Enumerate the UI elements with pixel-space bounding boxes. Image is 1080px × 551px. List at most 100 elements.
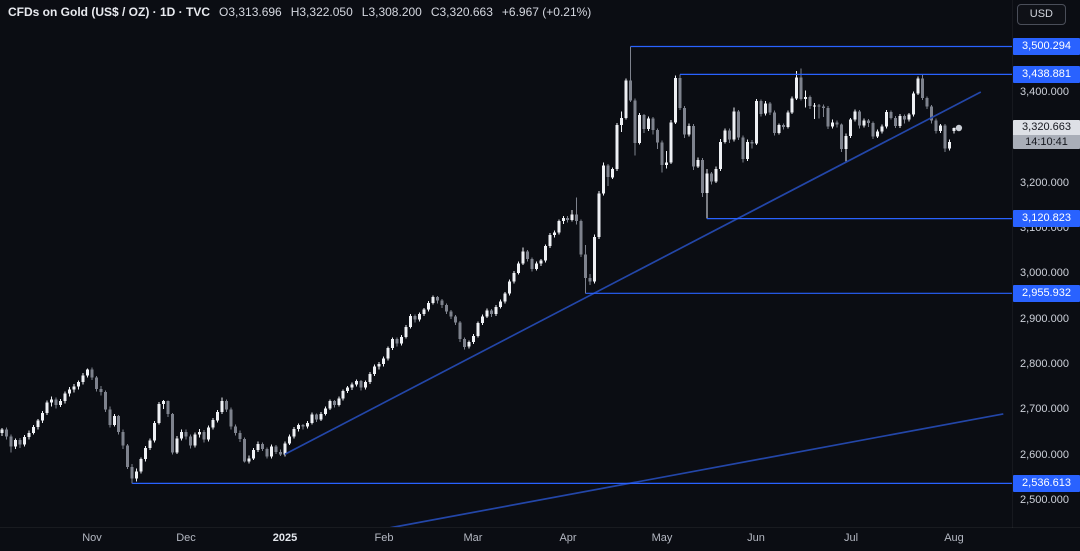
candle-body <box>54 399 58 405</box>
ohlc-close: C3,320.663 <box>430 5 493 19</box>
axis-tick-label: 2,600.000 <box>1020 449 1069 461</box>
candle-body <box>467 342 471 347</box>
candle-body <box>260 443 264 449</box>
candle-body <box>198 432 202 435</box>
candle-body <box>507 281 511 294</box>
currency-toggle-button[interactable]: USD <box>1016 4 1066 25</box>
candle-body <box>391 339 395 349</box>
candle-body <box>153 422 157 441</box>
candle-body <box>750 141 754 144</box>
candle-body <box>530 258 534 269</box>
candle-body <box>247 458 251 462</box>
last-price-badge[interactable]: 3,320.663 14:10:41 <box>1013 120 1080 149</box>
candle-body <box>445 305 448 312</box>
candle-body <box>121 432 125 446</box>
candle-body <box>489 310 493 315</box>
candle-body <box>916 78 920 94</box>
candle-body <box>570 214 574 220</box>
candle-body <box>840 124 844 150</box>
candle-body <box>404 326 408 337</box>
candle-body <box>745 141 749 160</box>
candle-body <box>579 221 583 255</box>
candle-body <box>683 107 686 135</box>
candle-body <box>795 77 799 99</box>
price-level-badge[interactable]: 2,536.613 <box>1013 475 1080 492</box>
bar-countdown: 14:10:41 <box>1013 135 1080 149</box>
candle-body <box>714 169 718 182</box>
symbol-title[interactable]: CFDs on Gold (US$ / OZ) · 1D · TVC <box>8 5 210 19</box>
candle-body <box>117 416 121 432</box>
price-level-badge[interactable]: 3,120.823 <box>1013 210 1080 227</box>
price-level-badge[interactable]: 3,438.881 <box>1013 66 1080 83</box>
trendline[interactable] <box>383 413 1004 530</box>
candle-body <box>629 80 633 101</box>
candle-body <box>638 115 642 143</box>
candle-body <box>350 384 354 388</box>
candle-body <box>269 446 273 457</box>
candle-body <box>494 306 498 315</box>
candle-body <box>449 311 453 317</box>
candle-body <box>790 98 794 113</box>
month-label: Dec <box>176 532 196 544</box>
candle-body <box>202 432 206 440</box>
candle-body <box>512 272 516 282</box>
candle-body <box>427 302 431 310</box>
candle-body <box>368 374 372 383</box>
candle-body <box>139 459 143 472</box>
candle-body <box>754 101 758 144</box>
candle-body <box>781 125 785 127</box>
candle-body <box>431 296 435 303</box>
candle-body <box>817 105 821 107</box>
candle-body <box>130 466 134 479</box>
candle-body <box>108 409 112 426</box>
candle-body <box>251 450 255 459</box>
candle-body <box>876 131 880 137</box>
candle-body <box>72 386 76 390</box>
candle-body <box>669 122 673 163</box>
trendline[interactable] <box>284 91 982 455</box>
time-axis[interactable]: Nov Dec 2025 Feb Mar Apr May Jun Jul Aug <box>0 527 1080 551</box>
month-label: 2025 <box>272 532 298 544</box>
price-level-badge[interactable]: 3,500.294 <box>1013 38 1080 55</box>
candle-body <box>799 77 803 99</box>
candle-body <box>364 382 368 388</box>
candle-body <box>283 443 287 455</box>
candle-body <box>786 112 790 127</box>
candle-body <box>849 119 853 136</box>
candle-body <box>189 436 193 446</box>
candle-body <box>674 77 677 123</box>
candle-body <box>804 97 808 99</box>
price-level-badge[interactable]: 2,955.932 <box>1013 285 1080 302</box>
candle-body <box>243 438 246 462</box>
candle-body <box>777 125 781 133</box>
candle-body <box>516 263 520 273</box>
month-label: May <box>651 532 673 544</box>
candle-body <box>238 432 242 439</box>
candle-body <box>952 128 956 132</box>
candle-body <box>234 426 237 433</box>
candle-body <box>768 103 772 113</box>
axis-tick-label: 3,400.000 <box>1020 86 1069 98</box>
candle-body <box>759 101 763 114</box>
candle-body <box>5 429 8 437</box>
candle-body <box>310 414 314 423</box>
candle-body <box>216 412 219 421</box>
candle-body <box>934 120 938 131</box>
price-axis[interactable]: 3,400.000 3,200.000 3,100.000 3,000.000 2,90… <box>1012 0 1080 528</box>
candle-body <box>727 130 731 140</box>
candle-body <box>862 120 866 126</box>
candle-body <box>835 122 839 125</box>
candle-body <box>382 358 386 364</box>
axis-tick-label: 3,000.000 <box>1020 267 1069 279</box>
month-label: Aug <box>944 532 964 544</box>
candle-body <box>894 117 897 126</box>
candle-body <box>144 447 148 460</box>
symbol-legend[interactable]: CFDs on Gold (US$ / OZ) · 1D · TVC O3,31… <box>8 5 591 19</box>
candle-body <box>822 106 826 108</box>
candle-body <box>480 316 484 324</box>
candle-body <box>925 97 929 107</box>
candle-body <box>929 106 933 121</box>
axis-tick-label: 2,900.000 <box>1020 313 1069 325</box>
